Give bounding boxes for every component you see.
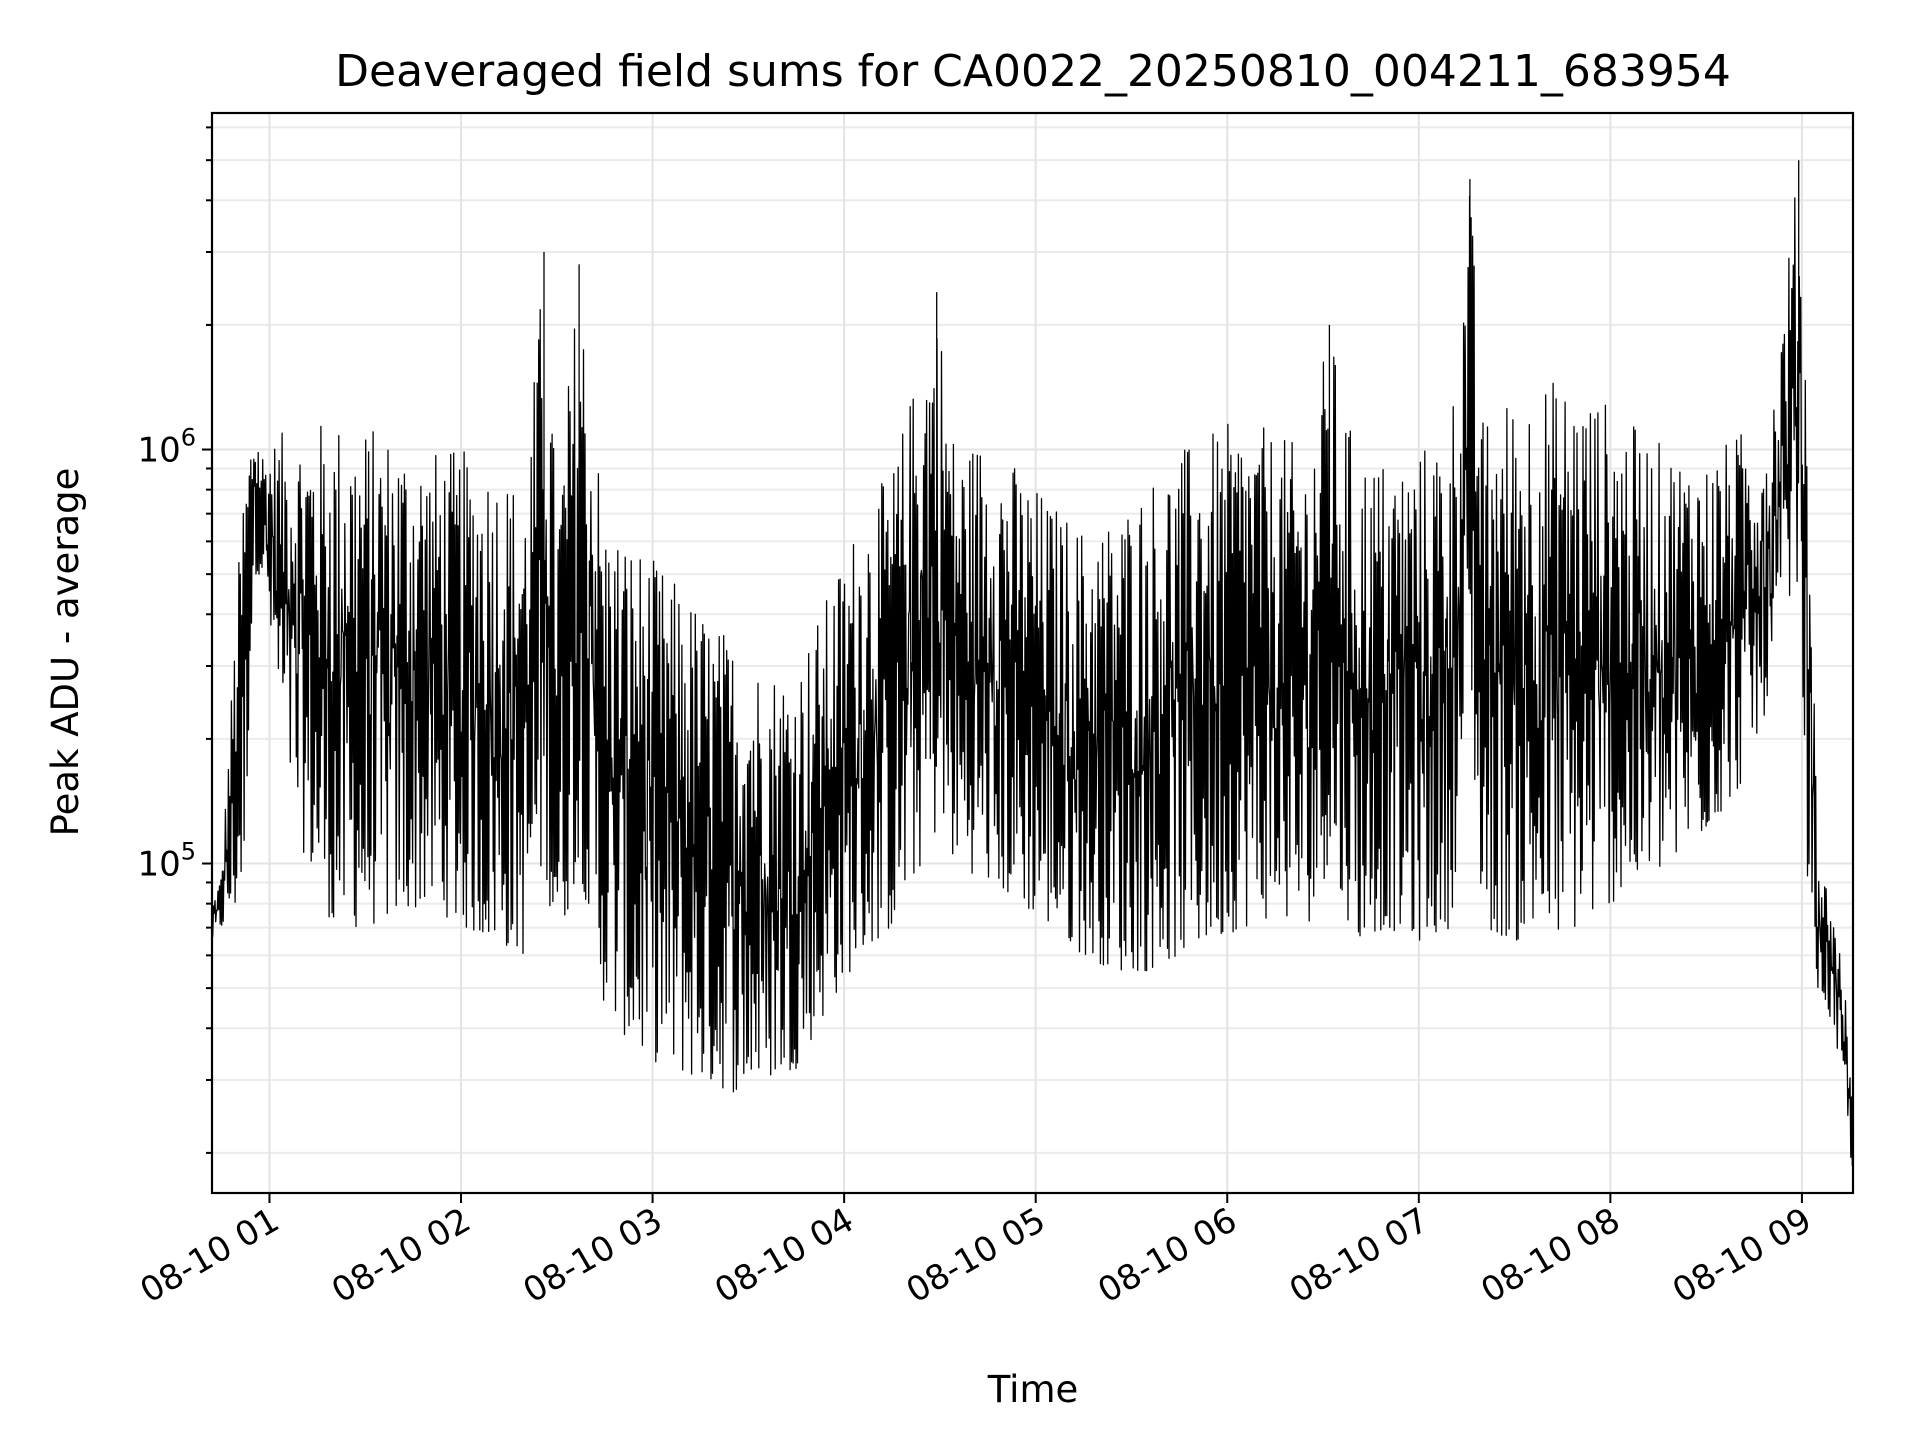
y-tick-label-exponent: 6 [181,424,196,452]
y-tick-label-exponent: 5 [181,838,196,866]
x-axis-label: Time [987,1368,1079,1411]
series-line [211,160,1854,1167]
series-layer [211,160,1854,1167]
plot-frame [210,111,1855,1195]
grid [212,113,1853,1193]
y-axis-label: Peak ADU - average [44,468,87,837]
x-tick-label: 08-10 02 [325,1200,477,1311]
x-tick-label: 08-10 03 [517,1200,669,1311]
x-tick-label: 08-10 06 [1091,1200,1243,1311]
y-tick-label-base: 10 [137,431,180,471]
x-axis: 08-10 01 08-10 02 08-10 03 08-10 04 08-10 05… [134,1193,1818,1311]
chart-title: Deaveraged field sums for CA0022_2025081… [335,46,1731,97]
x-tick-label: 08-10 04 [708,1200,860,1311]
x-tick-label: 08-10 01 [134,1200,286,1311]
x-tick-label: 08-10 07 [1283,1200,1435,1311]
x-tick-label: 08-10 05 [900,1200,1052,1311]
x-tick-label: 08-10 08 [1474,1200,1626,1311]
y-tick-label: 106 [137,424,196,471]
x-tick-label: 08-10 09 [1666,1200,1818,1311]
y-tick-label-base: 10 [137,845,180,885]
y-tick-label: 105 [137,838,196,885]
